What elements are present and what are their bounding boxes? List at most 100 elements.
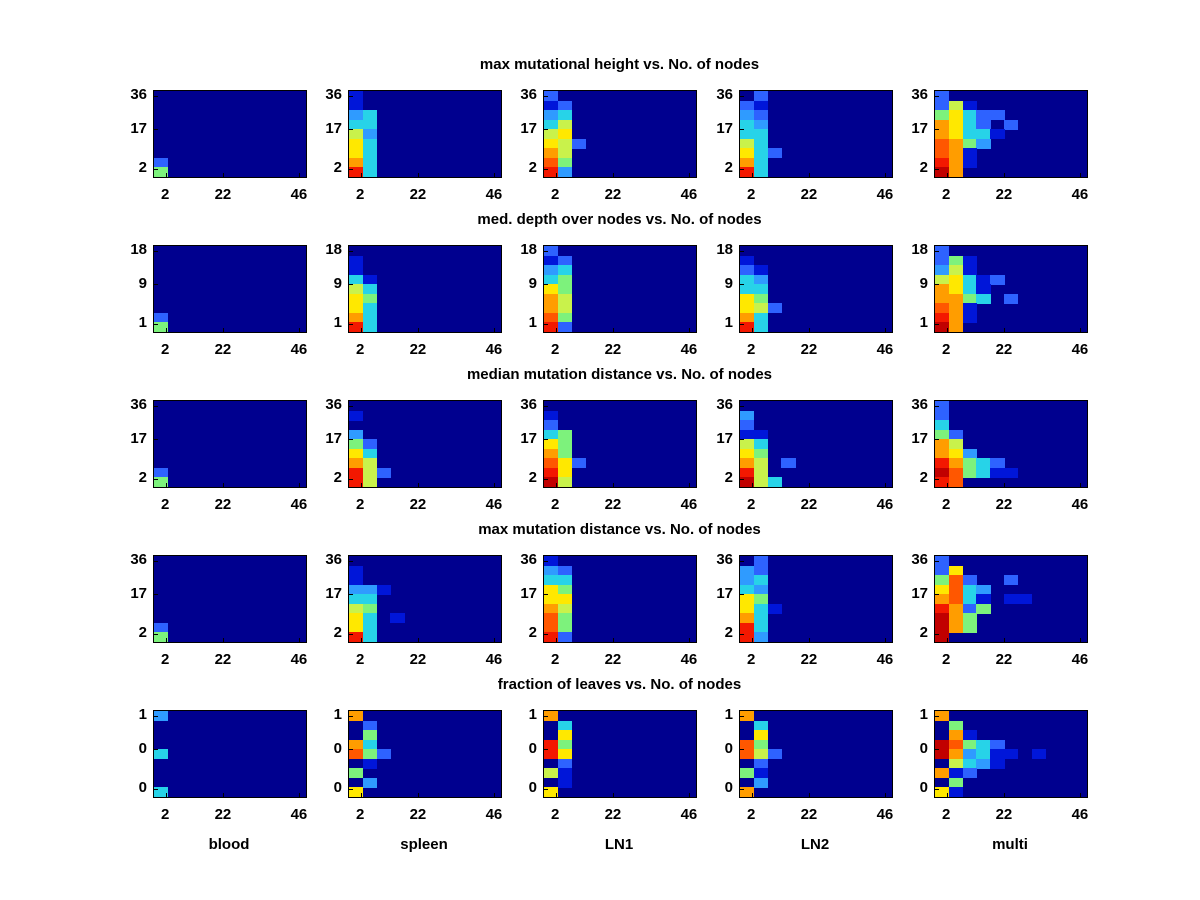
x-tick-label: 22 [409,806,427,823]
heatmap-cell [948,458,964,469]
x-tick-mark [555,328,557,332]
x-tick-label: 22 [214,496,232,513]
heatmap-cell [557,274,573,285]
x-tick-label: 46 [290,186,308,203]
y-tick-mark [740,560,744,562]
y-tick-mark [544,129,548,131]
y-tick-label: 0 [724,739,733,757]
heatmap-cell [557,594,573,605]
heatmap-cell [976,739,991,750]
heatmap-cell [544,265,559,276]
heatmap-cell [753,556,769,567]
heatmap-cell [362,322,378,333]
heatmap-cell [740,255,755,266]
heatmap-cell [962,255,977,266]
heatmap-cell [935,246,950,257]
y-tick-mark [154,129,158,131]
heatmap-cell [740,458,755,469]
heatmap-cell [935,787,950,798]
heatmap-cell [935,312,950,323]
y-tick-mark [740,715,744,717]
y-tick-mark [349,284,353,286]
heatmap-cell [362,720,378,731]
heatmap-cell [990,758,1005,769]
x-tick-mark [555,793,557,797]
subplot-multi-row1 [934,90,1088,178]
x-tick-mark [613,483,615,487]
y-tick-label: 18 [716,241,733,259]
heatmap-cell [753,467,769,478]
x-tick-label: 2 [746,806,756,823]
heatmap-cell [349,749,364,760]
heatmap-cell [544,448,559,459]
x-tick-label: 2 [746,651,756,668]
heatmap-cell [962,119,977,130]
column-label-spleen: spleen [400,836,448,853]
x-tick-mark [1080,638,1082,642]
y-tick-mark [740,284,744,286]
heatmap-cell [349,119,364,130]
heatmap-cell [154,167,169,178]
x-tick-mark [689,173,691,177]
heatmap-cell [976,584,991,595]
heatmap-cell [962,293,977,304]
heatmap-cell [962,613,977,624]
heatmap-cell [349,787,364,798]
heatmap-cell [362,622,378,633]
heatmap-cell [990,458,1005,469]
heatmap-cell [362,274,378,285]
heatmap-cell [753,777,769,788]
heatmap-cell [362,148,378,159]
x-tick-mark [494,638,496,642]
heatmap-cell [948,439,964,450]
heatmap-cell [362,293,378,304]
heatmap-cell [753,312,769,323]
y-tick-mark [935,323,939,325]
column-label-LN1: LN1 [604,836,634,853]
x-tick-mark [751,173,753,177]
heatmap-cell [962,265,977,276]
heatmap-cell [753,584,769,595]
x-tick-label: 22 [604,496,622,513]
heatmap-cell [544,467,559,478]
heatmap-cell [935,603,950,614]
heatmap-cell [557,632,573,643]
heatmap-cell [740,265,755,276]
heatmap-cell [557,100,573,111]
x-tick-label: 46 [485,806,503,823]
heatmap-cell [544,274,559,285]
y-tick-label: 36 [325,86,342,104]
x-tick-label: 2 [160,341,170,358]
y-tick-mark [740,405,744,407]
x-tick-label: 46 [290,341,308,358]
x-tick-mark [223,173,225,177]
heatmap-cell [544,246,559,257]
heatmap-cell [1004,467,1019,478]
heatmap-cell [557,603,573,614]
heatmap-cell [976,749,991,760]
heatmap-cell [349,148,364,159]
y-tick-mark [154,478,158,480]
heatmap-cell [740,594,755,605]
y-tick-label: 17 [130,584,147,602]
heatmap-cell [349,157,364,168]
heatmap-cell [990,749,1005,760]
heatmap-cell [753,91,769,102]
x-tick-mark [360,328,362,332]
heatmap-cell [935,458,950,469]
heatmap-cell [362,477,378,488]
heatmap-cell [753,167,769,178]
x-tick-mark [689,638,691,642]
heatmap-cell [948,293,964,304]
heatmap-cell [740,739,755,750]
y-tick-mark [349,129,353,131]
heatmap-cell [544,148,559,159]
x-tick-label: 46 [485,341,503,358]
y-tick-mark [935,250,939,252]
subplot-LN2-row3 [739,400,893,488]
column-label-multi: multi [992,836,1028,853]
y-tick-mark [935,168,939,170]
y-tick-label: 36 [716,86,733,104]
x-tick-label: 22 [604,341,622,358]
heatmap-cell [935,622,950,633]
